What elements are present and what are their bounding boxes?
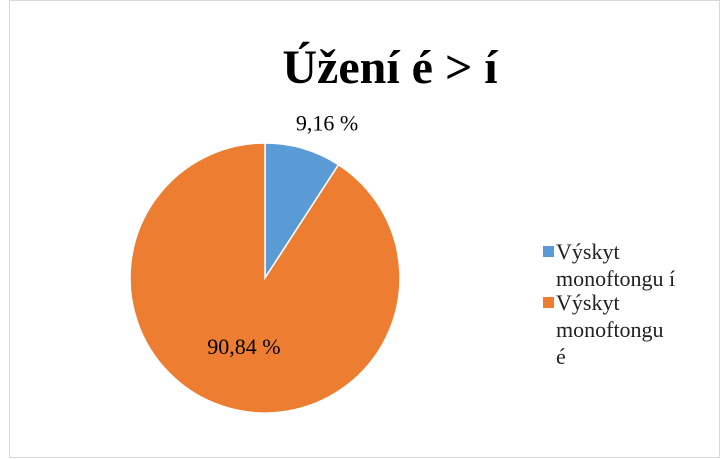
data-label: 90,84 % xyxy=(207,334,280,359)
legend-swatch xyxy=(543,297,554,308)
legend-label: Výskyt monoftongu é xyxy=(556,290,664,369)
pie-slice xyxy=(264,142,340,281)
data-label: 9,16 % xyxy=(296,110,358,135)
chart-title: Úžení é > í xyxy=(282,40,498,94)
legend-swatch xyxy=(543,246,554,257)
pie-slice xyxy=(129,142,401,414)
legend-label: Výskyt monoftongu í xyxy=(556,239,676,291)
